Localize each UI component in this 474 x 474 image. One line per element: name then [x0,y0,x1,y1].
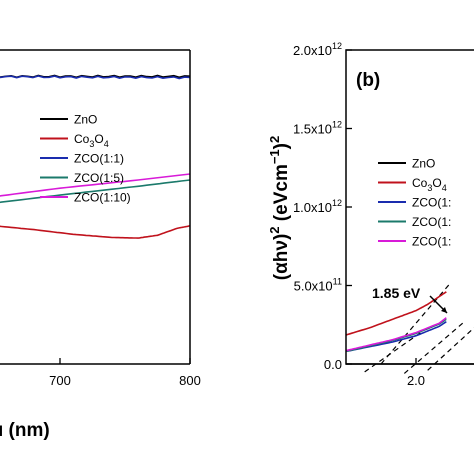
ylabel-neg: −1 [267,149,282,164]
ylabel-hv: hν [271,240,292,262]
a-series-zco-1-10 [0,173,191,197]
a-series-zco-1-5 [0,179,191,204]
a-legend-label-4: ZCO(1:10) [74,191,131,205]
a-series-co3o4 [0,225,191,239]
panel-b: 2.0 0.0 5.0x1011 1.0x1012 1.5x1012 2.0x1012 Z… [267,41,474,388]
ylabel-sq: 2 [267,226,282,233]
panel-b-legend: ZnO Co3O4 ZCO(1: ZCO(1: ZCO(1: [378,157,451,249]
panel-b-annotation-arrowhead [441,307,447,313]
b-legend-label-2: ZCO(1: [412,196,451,210]
a-legend-label-1: Co3O4 [74,132,109,149]
a-legend-label-3: ZCO(1:5) [74,171,124,185]
panel-a-ticks: 600700800 [49,358,201,388]
b-series-co3o4 [345,291,447,336]
b-tangent-line-2 [403,322,464,374]
a-legend-label-0: ZnO [74,113,97,127]
a-legend-label-2: ZCO(1:1) [74,152,124,166]
ylabel-open: ( [271,273,292,280]
panel-b-ylabel: (αhν)2 (eVcm−1)2 [267,136,292,280]
a-xtick-label-2: 800 [179,373,201,388]
b-ytick-label-2: 1.0x1012 [293,198,342,215]
b-series-zco-1-10 [345,317,447,352]
svg-text:(αhν)2 (eVcm−1)2: (αhν)2 (eVcm−1)2 [267,136,292,280]
b-xtick-label-0: 2.0 [407,373,425,388]
b-ytick-label-3: 1.5x1012 [293,120,342,137]
ylabel-close: ) [271,234,292,240]
panel-b-label: (b) [356,70,380,91]
b-legend-label-4: ZCO(1: [412,235,451,249]
b-ytick-label-0: 0.0 [324,357,342,372]
b-tangent-line-3 [427,327,474,371]
ylabel-alpha: α [271,262,292,274]
panel-a-xlabel: ı (nm) [0,420,50,441]
b-tangent-line-1 [364,332,422,373]
b-legend-label-0: ZnO [412,157,435,171]
ylabel-sq2: 2 [267,136,282,143]
panel-b-ticks: 2.0 0.0 5.0x1011 1.0x1012 1.5x1012 2.0x1012 [293,41,425,388]
b-legend-label-3: ZCO(1: [412,215,451,229]
a-xtick-label-1: 700 [49,373,71,388]
ylabel-unit: (eVcm [271,164,292,226]
b-ytick-label-1: 5.0x1011 [294,277,342,294]
ylabel-close2: ) [271,143,292,149]
panel-a-series [0,74,191,239]
panel-a-legend: ZnO Co3O4 ZCO(1:1) ZCO(1:5) ZCO(1:10) [40,113,131,205]
panel-b-frame [345,49,474,365]
panel-b-annotation: 1.85 eV [372,285,421,301]
b-ytick-label-4: 2.0x1012 [293,41,342,58]
a-series-zco-1-1 [0,75,191,80]
b-legend-label-1: Co3O4 [412,176,447,193]
panel-a: 600700800 ZnOCo3O4ZCO(1:1)ZCO(1:5)ZCO(1:… [0,49,201,441]
